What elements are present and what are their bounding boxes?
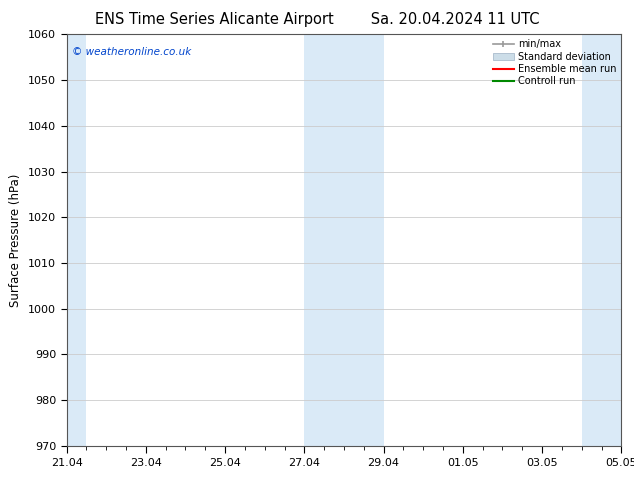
Legend: min/max, Standard deviation, Ensemble mean run, Controll run: min/max, Standard deviation, Ensemble me… [491,37,618,88]
Text: © weatheronline.co.uk: © weatheronline.co.uk [72,47,191,57]
Y-axis label: Surface Pressure (hPa): Surface Pressure (hPa) [10,173,22,307]
Bar [304,34,384,446]
Bar [581,34,621,446]
Bar [67,34,86,446]
Text: ENS Time Series Alicante Airport        Sa. 20.04.2024 11 UTC: ENS Time Series Alicante Airport Sa. 20.… [94,12,540,27]
